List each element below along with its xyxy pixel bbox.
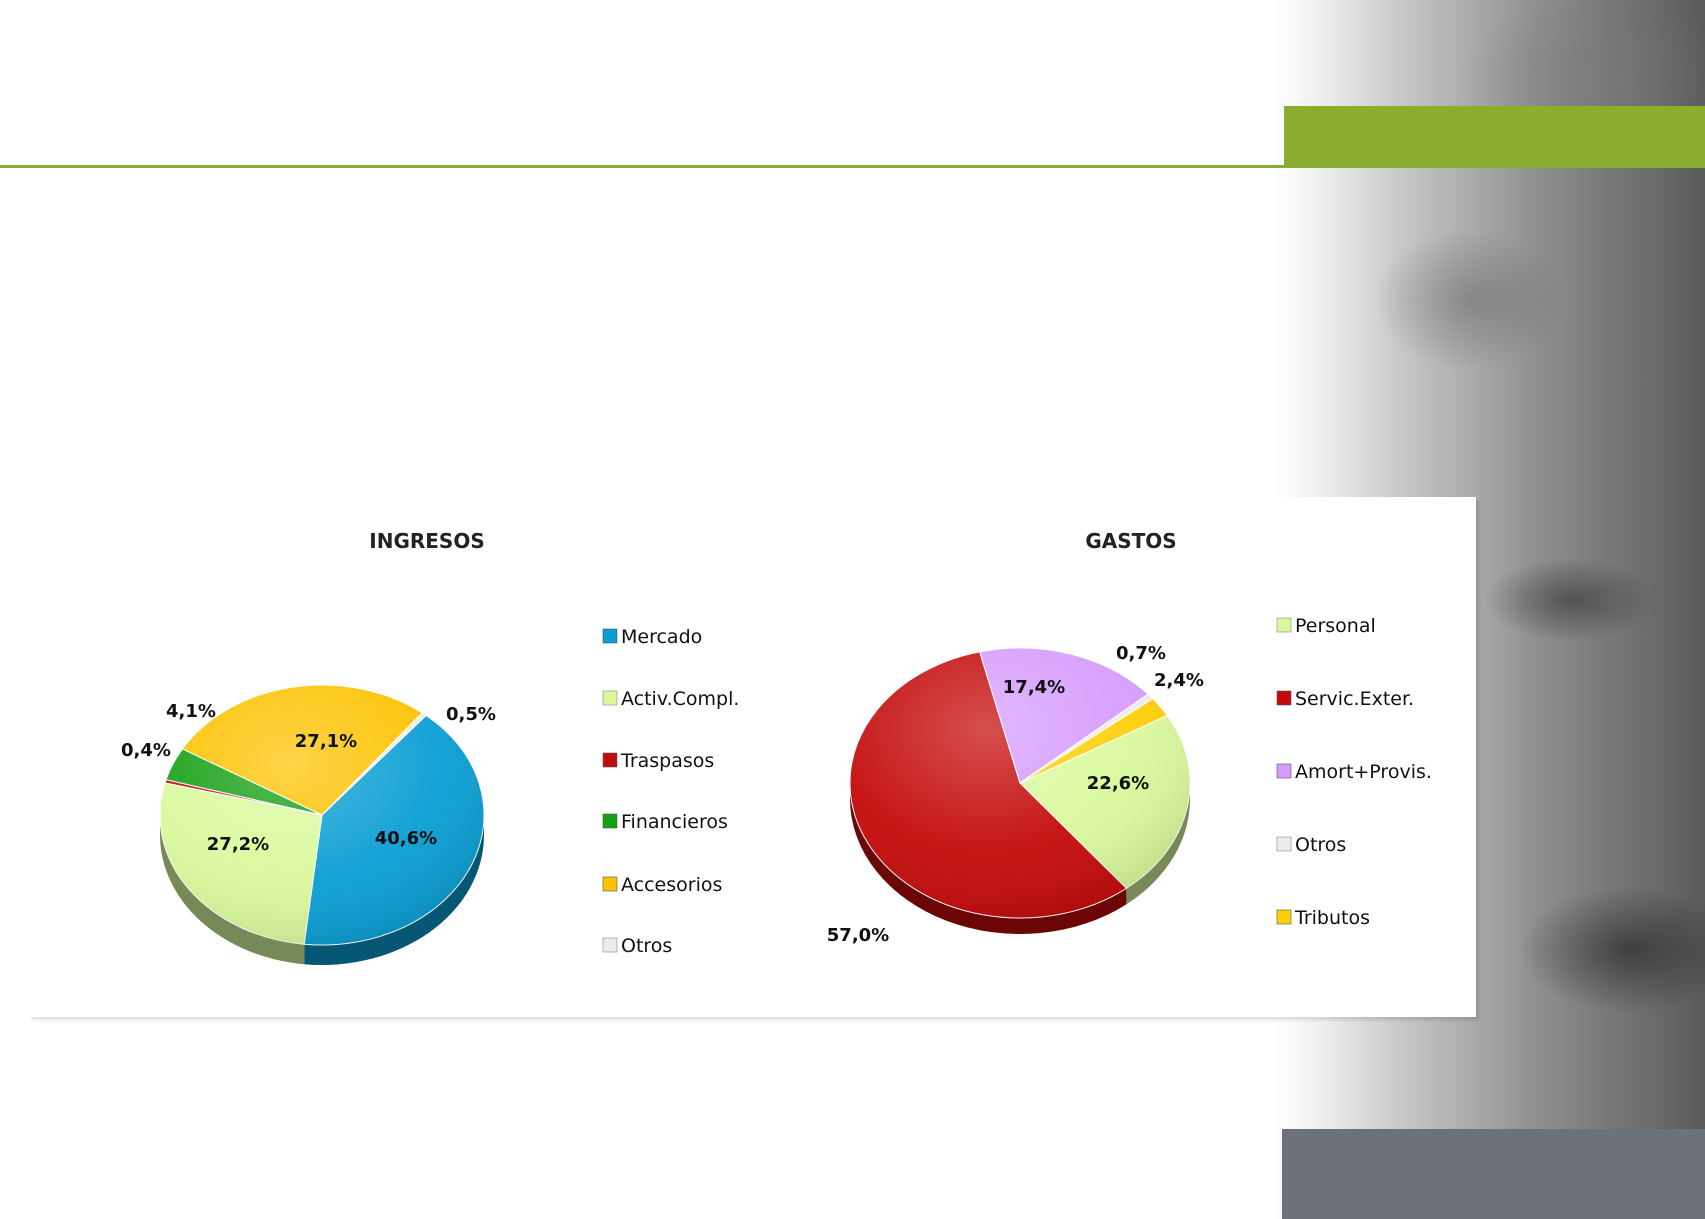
gastos-label-tributos: 2,4% <box>1154 670 1204 691</box>
legend-label-amort-provis: Amort+Provis. <box>1295 761 1432 783</box>
gastos-legend-item-otros: Otros <box>1276 834 1346 856</box>
ingresos-legend-item-traspasos: Traspasos <box>602 750 714 772</box>
ingresos-title: INGRESOS <box>369 529 484 553</box>
legend-swatch-personal <box>1276 617 1292 633</box>
ingresos-label-traspasos: 0,4% <box>121 740 171 761</box>
legend-label-traspasos: Traspasos <box>620 750 714 772</box>
legend-swatch-financieros <box>602 813 618 829</box>
ingresos-legend-item-financieros: Financieros <box>602 811 728 833</box>
gastos-label-otros: 0,7% <box>1116 643 1166 664</box>
ingresos-pie <box>159 684 485 966</box>
ingresos-legend-item-accesorios: Accesorios <box>602 874 722 896</box>
legend-swatch-otros <box>602 937 618 953</box>
legend-swatch-traspasos <box>602 752 618 768</box>
ingresos-data-labels: 40,6% 27,2% 0,4% 4,1% 27,1% 0,5% <box>121 701 496 855</box>
legend-label-otros: Otros <box>621 935 672 957</box>
ingresos-label-mercado: 40,6% <box>375 828 437 849</box>
ingresos-legend: Mercado Activ.Compl. Traspasos Financier… <box>602 626 739 957</box>
legend-swatch-mercado <box>602 628 618 644</box>
gastos-legend-item-servic-exter: Servic.Exter. <box>1276 688 1414 710</box>
ingresos-label-otros: 0,5% <box>446 704 496 725</box>
gastos-legend: Personal Servic.Exter. Amort+Provis. Otr… <box>1276 615 1432 929</box>
legend-label-activ-compl: Activ.Compl. <box>621 688 739 710</box>
legend-label-mercado: Mercado <box>621 626 702 648</box>
legend-label-tributos: Tributos <box>1294 907 1370 929</box>
legend-label-financieros: Financieros <box>621 811 728 833</box>
legend-swatch-accesorios <box>602 876 618 892</box>
legend-label-accesorios: Accesorios <box>621 874 722 896</box>
legend-swatch-tributos <box>1276 909 1292 925</box>
gastos-label-servic-exter: 57,0% <box>827 925 889 946</box>
ingresos-label-accesorios: 27,1% <box>295 731 357 752</box>
gray-footer-bar <box>1282 1129 1705 1219</box>
legend-swatch-otros-gastos <box>1276 836 1292 852</box>
legend-label-personal: Personal <box>1295 615 1376 637</box>
ingresos-chart: INGRESOS 40,6% 27,2% 0,4% 4,1% 27,1% 0,5… <box>121 529 739 966</box>
ingresos-label-activ-compl: 27,2% <box>207 834 269 855</box>
legend-swatch-activ-compl <box>602 690 618 706</box>
green-header-bar <box>1284 106 1705 168</box>
legend-label-otros-gastos: Otros <box>1295 834 1346 856</box>
gastos-data-labels: 22,6% 57,0% 17,4% 0,7% 2,4% <box>827 643 1204 946</box>
legend-swatch-amort-provis <box>1276 763 1292 779</box>
green-header-rule <box>0 165 1284 168</box>
ingresos-legend-item-otros: Otros <box>602 935 672 957</box>
gastos-legend-item-personal: Personal <box>1276 615 1376 637</box>
gastos-chart: GASTOS 22,6% 57,0% 17,4% 0,7% 2,4% Perso… <box>827 529 1432 946</box>
ingresos-legend-item-mercado: Mercado <box>602 626 702 648</box>
gastos-legend-item-amort-provis: Amort+Provis. <box>1276 761 1432 783</box>
legend-swatch-servic-exter <box>1276 690 1292 706</box>
ingresos-legend-item-activ-compl: Activ.Compl. <box>602 688 739 710</box>
legend-label-servic-exter: Servic.Exter. <box>1295 688 1414 710</box>
ingresos-label-financieros: 4,1% <box>166 701 216 722</box>
gastos-label-amort-provis: 17,4% <box>1003 677 1065 698</box>
gastos-title: GASTOS <box>1085 529 1176 553</box>
gastos-legend-item-tributos: Tributos <box>1276 907 1370 929</box>
gastos-label-personal: 22,6% <box>1087 773 1149 794</box>
